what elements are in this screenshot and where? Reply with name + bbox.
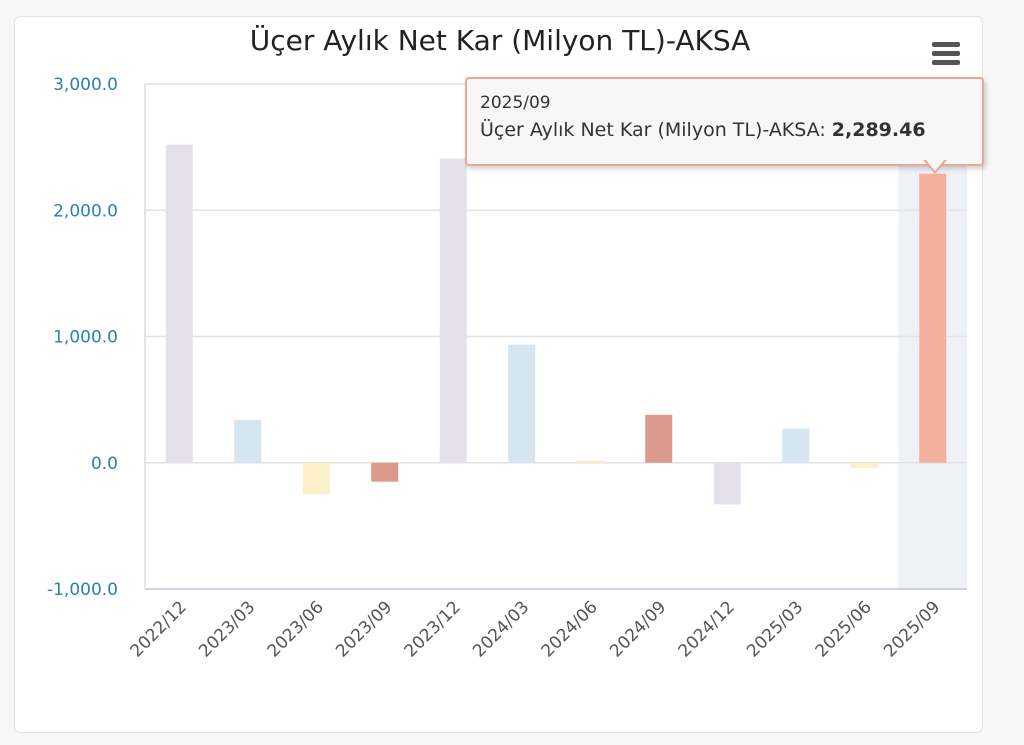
x-tick-label: 2022/12 [127, 597, 191, 661]
tooltip-value: 2,289.46 [831, 119, 926, 141]
x-tick-label: 2025/03 [743, 597, 807, 661]
bar [302, 462, 330, 495]
bar [371, 462, 399, 482]
bar [439, 158, 467, 463]
x-tick-label: 2024/12 [675, 597, 739, 661]
bar [713, 462, 741, 505]
x-tick-label: 2023/09 [332, 597, 396, 661]
bar [782, 428, 810, 463]
hamburger-menu-icon[interactable] [928, 40, 964, 70]
x-tick-label: 2023/06 [264, 597, 328, 661]
bar [576, 460, 604, 463]
y-tick-label: 1,000.0 [53, 328, 118, 348]
bar [508, 344, 536, 463]
y-tick-label: 2,000.0 [53, 201, 118, 221]
x-tick-label: 2024/06 [538, 597, 602, 661]
x-tick-label: 2024/03 [469, 597, 533, 661]
x-tick-label: 2025/09 [880, 597, 944, 661]
bar [234, 419, 262, 463]
bar [919, 173, 947, 463]
chart-title: Üçer Aylık Net Kar (Milyon TL)-AKSA [249, 24, 751, 57]
x-tick-label: 2025/06 [812, 597, 876, 661]
tooltip-series-label: Üçer Aylık Net Kar (Milyon TL)-AKSA: [480, 119, 832, 141]
y-tick-label: -1,000.0 [47, 580, 118, 600]
chart-tooltip: 2025/09 Üçer Aylık Net Kar (Milyon TL)-A… [465, 77, 984, 166]
x-tick-label: 2024/09 [606, 597, 670, 661]
y-tick-label: 0.0 [91, 454, 118, 474]
x-tick-label: 2023/03 [195, 597, 259, 661]
bar [850, 462, 878, 468]
tooltip-date: 2025/09 [480, 93, 551, 113]
bar [165, 144, 193, 463]
x-tick-label: 2023/12 [401, 597, 465, 661]
bar [645, 414, 673, 463]
tooltip-line: Üçer Aylık Net Kar (Milyon TL)-AKSA: 2,2… [480, 119, 926, 141]
tooltip-arrow-inner [925, 159, 945, 171]
y-tick-label: 3,000.0 [53, 75, 118, 95]
